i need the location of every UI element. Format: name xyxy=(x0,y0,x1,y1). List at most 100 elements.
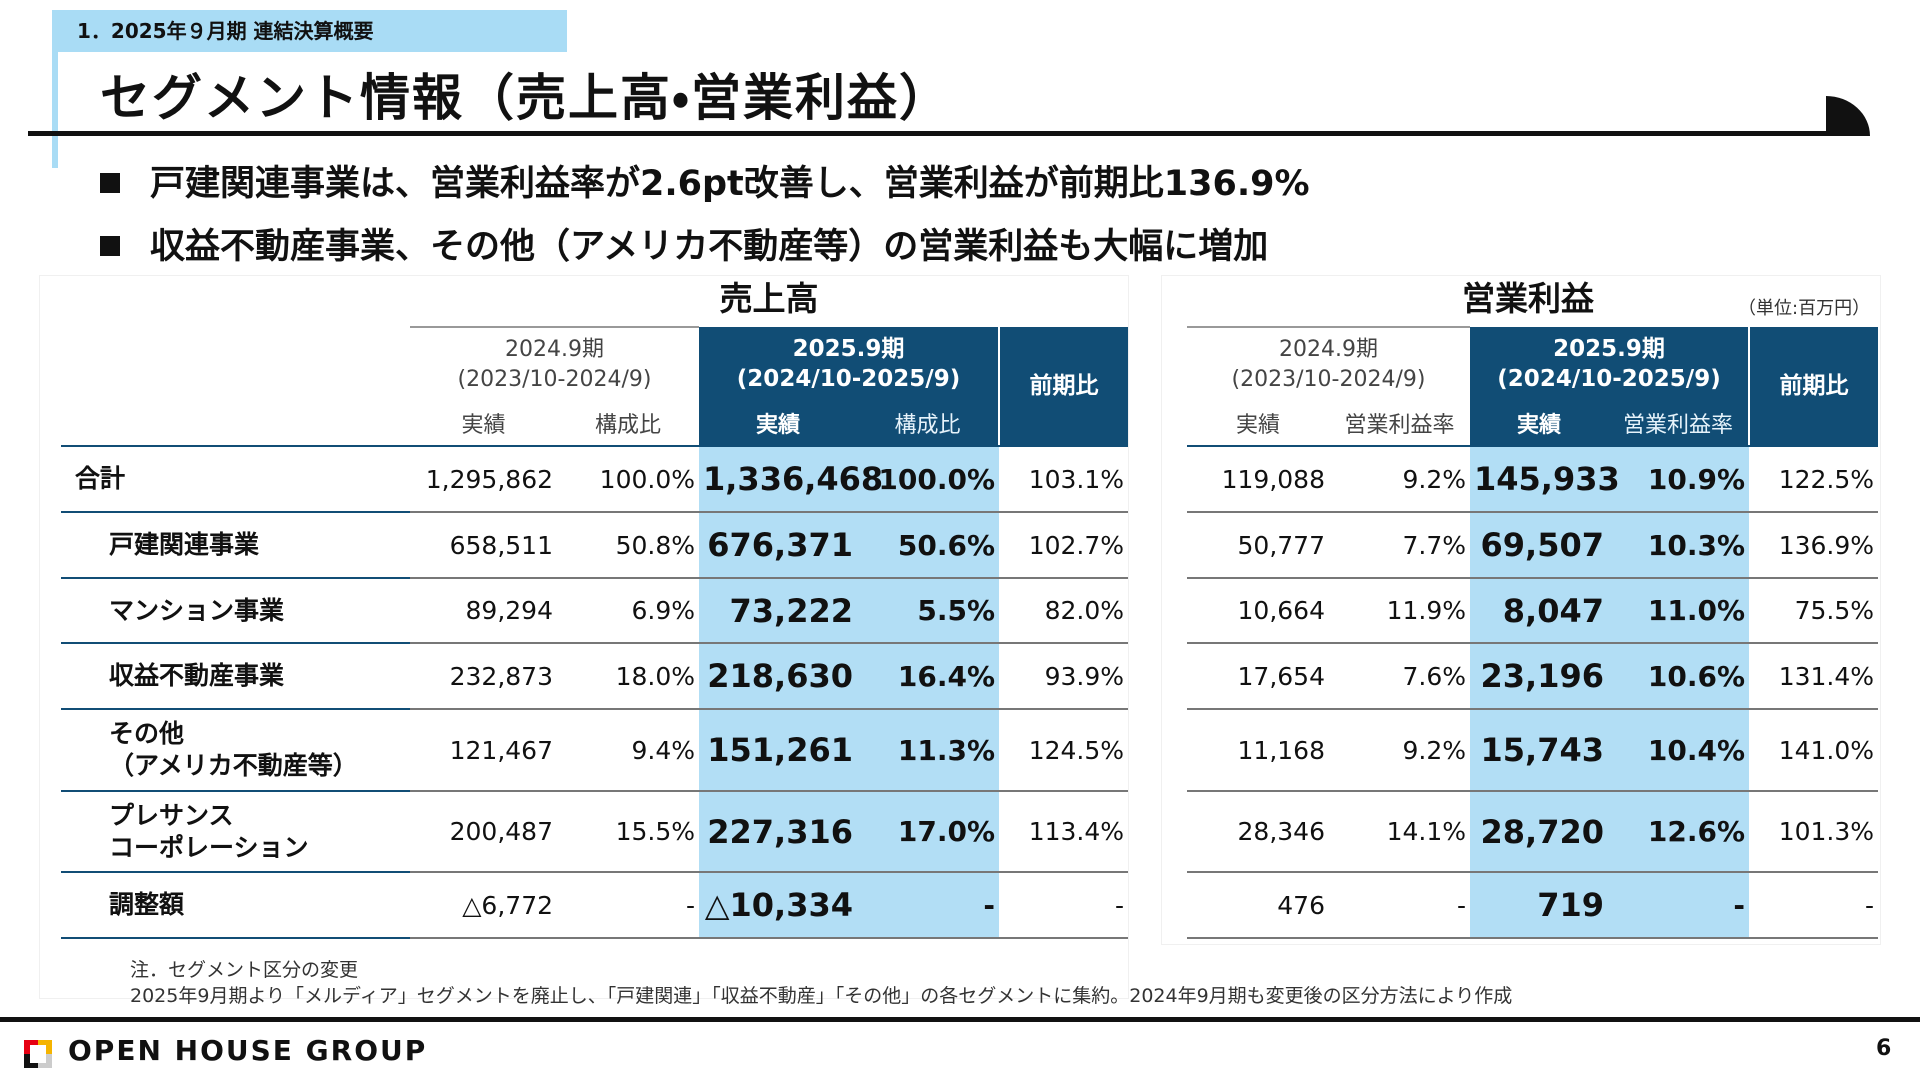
title-rule xyxy=(28,131,1828,136)
note: 2025年9月期より「メルディア」セグメントを廃止し、「戸建関連」「収益不動産」… xyxy=(130,985,1513,1007)
data-row: 50,777 7.7% 69,507 10.3% 136.9% xyxy=(1187,512,1879,579)
bullet: 収益不動産事業、その他（アメリカ不動産等）の営業利益も大幅に増加 xyxy=(100,218,1268,269)
data-row: 収益不動産事業 232,873 18.0% 218,630 16.4% 93.9% xyxy=(61,643,1129,710)
column-header: 構成比 xyxy=(557,401,699,447)
data-row: 119,088 9.2% 145,933 10.9% 122.5% xyxy=(1187,446,1879,513)
cell: 122.5% xyxy=(1749,446,1879,513)
cell: 18.0% xyxy=(557,643,699,710)
row-label: マンション事業 xyxy=(61,578,410,644)
cell: 7.7% xyxy=(1329,512,1470,579)
column-header: 構成比 xyxy=(857,401,1000,447)
data-row: マンション事業 89,294 6.9% 73,222 5.5% 82.0% xyxy=(61,578,1129,644)
cell: 75.5% xyxy=(1749,578,1879,644)
cell: 10.6% xyxy=(1608,643,1750,710)
data-row: 戸建関連事業 658,511 50.8% 676,371 50.6% 102.7% xyxy=(61,512,1129,579)
cell: 113.4% xyxy=(999,791,1129,873)
cell: 145,933 xyxy=(1470,446,1620,513)
cell: 719 xyxy=(1470,872,1608,939)
header-row: 2024.9期 (2023/10-2024/9) 2025.9期 (2024/10-2… xyxy=(61,326,1129,447)
period: 2025.9期 xyxy=(792,336,905,362)
subheader-row: 実績 営業利益率 実績 営業利益率 xyxy=(1187,401,1878,447)
cell: - xyxy=(1608,872,1750,939)
logo-icon xyxy=(24,1040,52,1068)
column-header: 実績 xyxy=(699,401,857,447)
subheader-row: 実績 構成比 実績 構成比 xyxy=(61,401,1128,447)
cell: △10,334 xyxy=(699,872,857,939)
cell: 136.9% xyxy=(1749,512,1879,579)
cell: 14.1% xyxy=(1329,791,1470,873)
cell: 141.0% xyxy=(1749,709,1879,792)
cell: 10.3% xyxy=(1608,512,1750,579)
column-header: 営業利益率 xyxy=(1329,401,1470,447)
period-range: (2023/10-2024/9) xyxy=(457,366,652,392)
data-row: 28,346 14.1% 28,720 12.6% 101.3% xyxy=(1187,791,1879,873)
column-header: 実績 xyxy=(1187,401,1329,447)
row-label: 収益不動産事業 xyxy=(61,643,410,710)
cell: 200,487 xyxy=(410,791,557,873)
unit-label: （単位:百万円） xyxy=(1738,298,1871,319)
cell: - xyxy=(1329,872,1470,939)
cell: 11.0% xyxy=(1608,578,1750,644)
row-label: 合計 xyxy=(61,446,410,513)
cell: 16.4% xyxy=(857,643,1000,710)
cell: 17.0% xyxy=(857,791,1000,873)
cell: 11.9% xyxy=(1329,578,1470,644)
data-row: 調整額 △6,772- △10,334- - xyxy=(61,872,1129,939)
cell: 5.5% xyxy=(857,578,1000,644)
cell: - xyxy=(857,872,1000,939)
cell: 15.5% xyxy=(557,791,699,873)
section-label: 1．2025年９月期 連結決算概要 xyxy=(55,10,567,52)
blank-cell xyxy=(61,327,410,447)
slide-title: セグメント情報（売上高・営業利益） xyxy=(100,69,951,127)
yoy-header: 前期比 xyxy=(1748,327,1879,447)
cell: △6,772 xyxy=(410,872,557,939)
prev-period: 2024.9期 (2023/10-2024/9) xyxy=(1187,326,1470,401)
cell: 8,047 xyxy=(1470,578,1608,644)
cell: 131.4% xyxy=(1749,643,1879,710)
cell: 17,654 xyxy=(1187,643,1329,710)
period: 2024.9期 xyxy=(1279,336,1378,362)
cell: 73,222 xyxy=(699,578,857,644)
column-header: 実績 xyxy=(1470,401,1608,447)
cell: - xyxy=(557,872,699,939)
data-table: 2024.9期 (2023/10-2024/9) 2025.9期 (2024/10-2… xyxy=(61,326,1129,939)
cell: 93.9% xyxy=(999,643,1129,710)
accent-bar xyxy=(52,10,58,168)
data-row: 476-719- - xyxy=(1187,872,1879,939)
yoy-header: 前期比 xyxy=(998,327,1129,447)
cell: 50.6% xyxy=(857,512,1000,579)
data-row: 17,654 7.6% 23,196 10.6% 131.4% xyxy=(1187,643,1879,710)
cell: 1,295,862 xyxy=(410,446,557,513)
cell: 11.3% xyxy=(857,709,1000,792)
column-header: 実績 xyxy=(410,401,557,447)
panel-title: 営業利益 xyxy=(1462,279,1594,318)
period: 2025.9期 xyxy=(1553,336,1665,362)
cell: 82.0% xyxy=(999,578,1129,644)
cell: 10,664 xyxy=(1187,578,1329,644)
cell: 476 xyxy=(1187,872,1329,939)
cell: 9.2% xyxy=(1329,446,1470,513)
cell: 101.3% xyxy=(1749,791,1879,873)
cell: 232,873 xyxy=(410,643,557,710)
period-range: (2024/10-2025/9) xyxy=(736,366,961,392)
data-row: プレサンス コーポレーション 200,487 15.5% 227,316 17.0% 11… xyxy=(61,791,1129,873)
cell: 10.9% xyxy=(1608,446,1750,513)
cell: 15,743 xyxy=(1470,709,1608,792)
cell: 50,777 xyxy=(1187,512,1329,579)
cell: 12.6% xyxy=(1608,791,1750,873)
cell: 227,316 xyxy=(699,791,857,873)
row-label: 戸建関連事業 xyxy=(61,512,410,579)
cell: 103.1% xyxy=(999,446,1129,513)
cell: 100.0% xyxy=(857,446,1000,513)
cell: 89,294 xyxy=(410,578,557,644)
cell: 676,371 xyxy=(699,512,857,579)
cell: 28,346 xyxy=(1187,791,1329,873)
period: 2024.9期 xyxy=(505,336,604,362)
cell: 218,630 xyxy=(699,643,857,710)
bullet: 戸建関連事業は、営業利益率が2.6pt改善し、営業利益が前期比136.9% xyxy=(100,155,1310,206)
header-row: 2024.9期 (2023/10-2024/9) 2025.9期 (2024/10-2… xyxy=(1187,326,1879,447)
data-row: 10,664 11.9% 8,047 11.0% 75.5% xyxy=(1187,578,1879,644)
rule-cap xyxy=(1826,96,1870,136)
data-table: 2024.9期 (2023/10-2024/9) 2025.9期 (2024/10-2… xyxy=(1187,326,1879,939)
